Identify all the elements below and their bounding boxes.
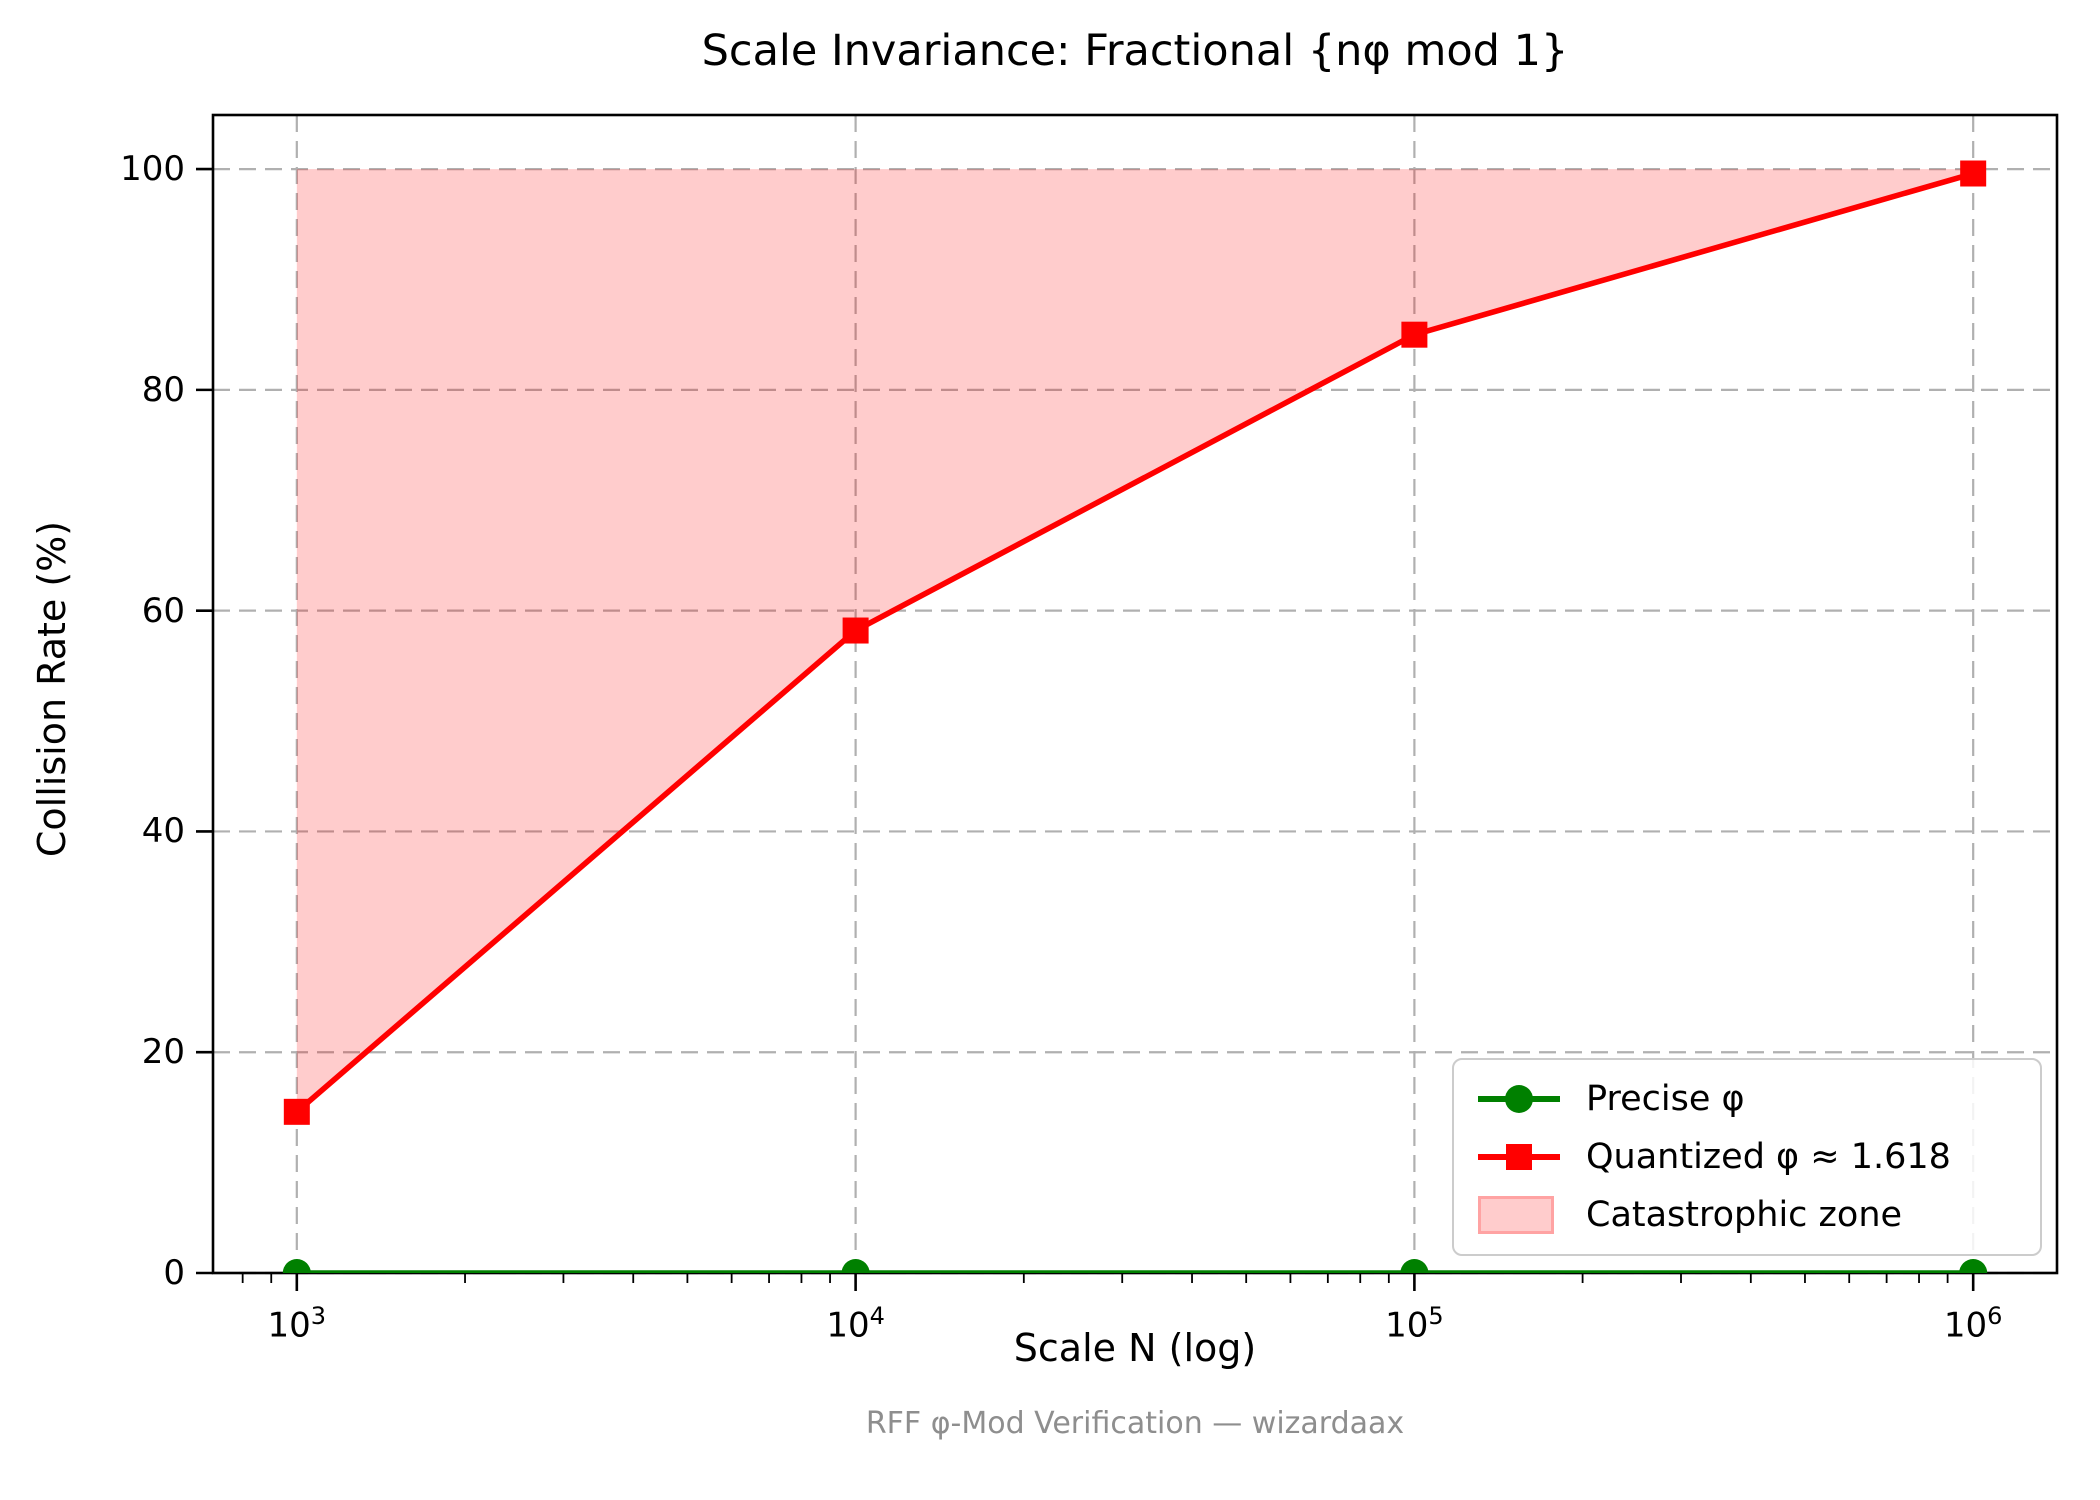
x-tick-label: 105: [1385, 1302, 1444, 1346]
legend: Precise φ Quantized φ ≈ 1.618 Catastroph…: [1452, 1058, 2042, 1256]
data-point-marker: [1959, 1259, 1988, 1273]
x-tick-label: 104: [826, 1302, 885, 1346]
red-square-marker-icon: [1506, 1144, 1532, 1170]
y-tick-label: 40: [141, 811, 185, 852]
y-tick-label: 60: [141, 590, 185, 631]
y-tick-label: 80: [141, 369, 185, 410]
grid: [213, 115, 2057, 1275]
legend-sample-precise: [1478, 1078, 1560, 1120]
series-precise: [282, 1259, 1988, 1273]
legend-row-precise: Precise φ: [1478, 1078, 2016, 1120]
legend-label-quantized: Quantized φ ≈ 1.618: [1586, 1137, 1951, 1177]
legend-label-precise: Precise φ: [1586, 1079, 1745, 1119]
data-point-marker: [841, 1259, 870, 1273]
data-point-marker: [282, 1259, 311, 1273]
x-tick-label: 106: [1943, 1302, 2003, 1346]
data-point-marker: [842, 617, 869, 644]
data-point-marker: [1960, 160, 1987, 187]
catastrophic-zone-fill: [296, 169, 1974, 1112]
green-circle-marker-icon: [1505, 1085, 1533, 1113]
data-point-marker: [283, 1098, 310, 1125]
y-tick-label: 0: [163, 1253, 185, 1293]
x-axis-label: Scale N (log): [1013, 1326, 1257, 1370]
chart-title: Scale Invariance: Fractional {nφ mod 1}: [701, 26, 1569, 76]
y-tick-label: 100: [120, 149, 185, 190]
x-tick-label: 103: [267, 1302, 327, 1346]
data-point-marker: [1401, 321, 1428, 348]
data-point-marker: [1400, 1259, 1429, 1273]
legend-sample-zone: [1478, 1194, 1560, 1236]
y-tick-label: 20: [141, 1032, 185, 1073]
legend-row-zone: Catastrophic zone: [1478, 1194, 2016, 1236]
legend-sample-quantized: [1478, 1136, 1560, 1178]
legend-label-zone: Catastrophic zone: [1586, 1195, 1903, 1235]
legend-row-quantized: Quantized φ ≈ 1.618: [1478, 1136, 2016, 1178]
pink-patch-icon: [1478, 1196, 1554, 1234]
series-quantized: [283, 160, 1987, 1125]
figure-caption: RFF φ-Mod Verification — wizardaax: [865, 1406, 1405, 1441]
